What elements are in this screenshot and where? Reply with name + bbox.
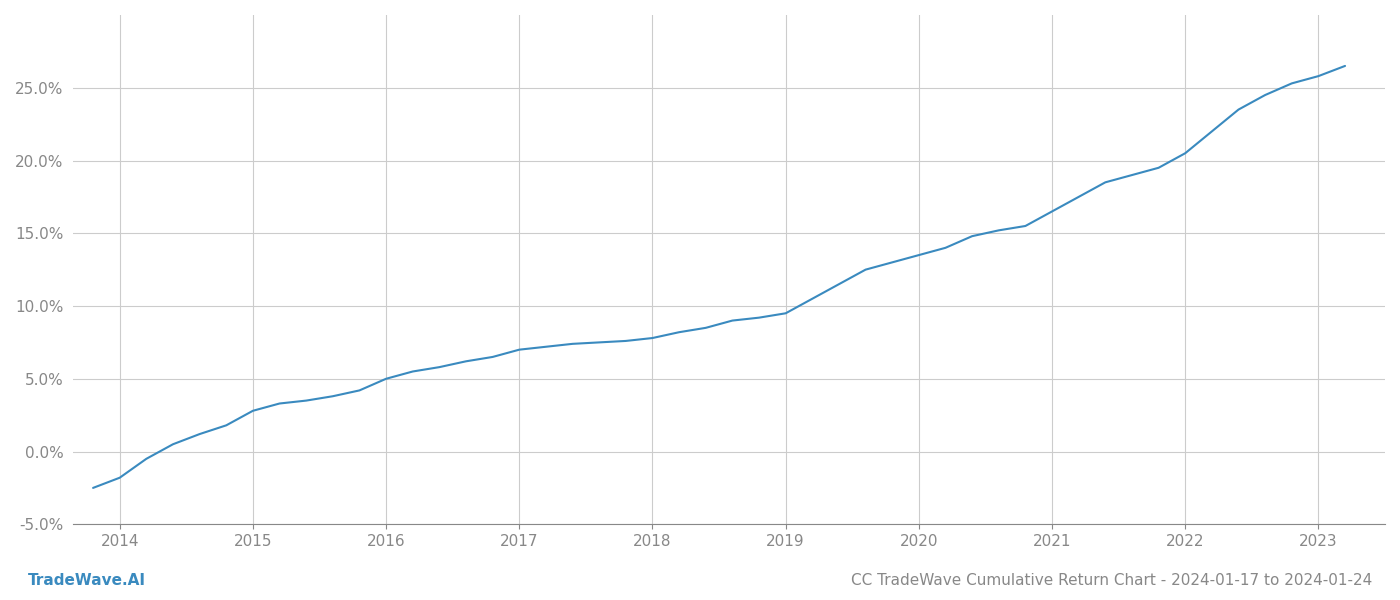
Text: TradeWave.AI: TradeWave.AI [28, 573, 146, 588]
Text: CC TradeWave Cumulative Return Chart - 2024-01-17 to 2024-01-24: CC TradeWave Cumulative Return Chart - 2… [851, 573, 1372, 588]
